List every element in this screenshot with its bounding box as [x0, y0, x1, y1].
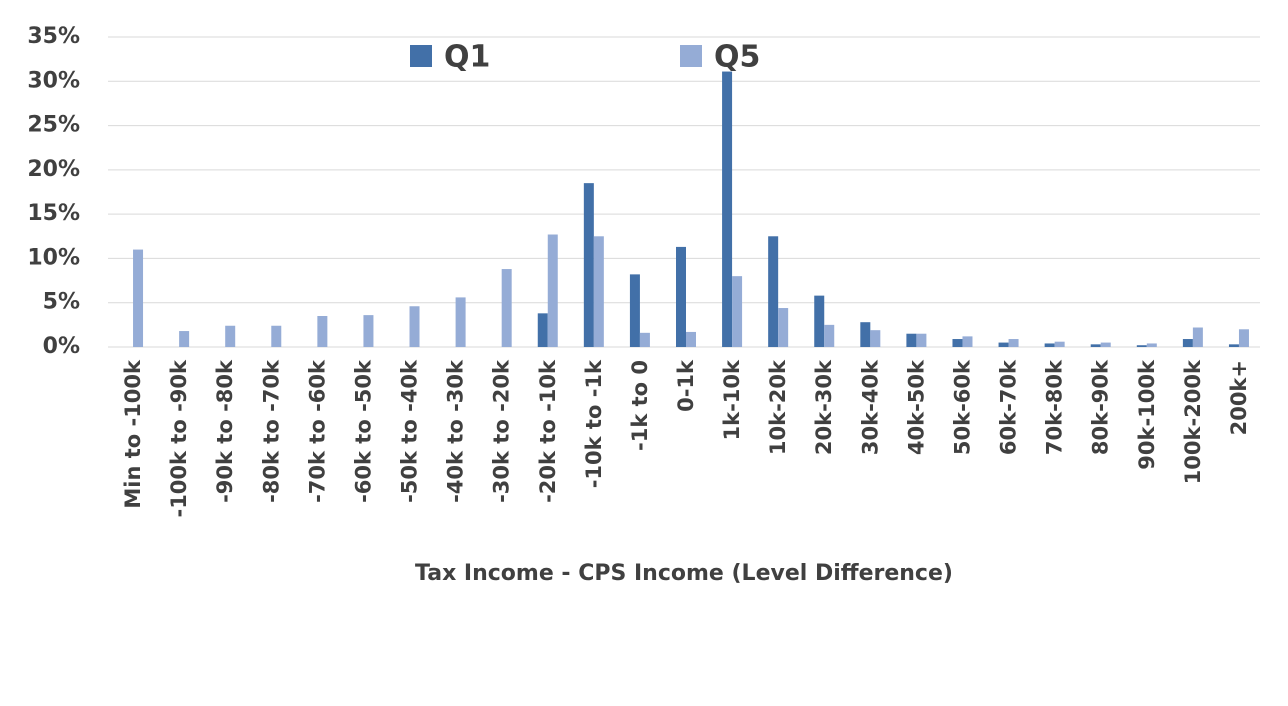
x-tick-label: -80k to -70k: [259, 359, 283, 503]
bar: [583, 183, 594, 347]
bar: [1238, 329, 1249, 347]
x-tick-label: Min to -100k: [121, 359, 145, 509]
y-tick-label: 30%: [27, 68, 80, 93]
bar: [768, 236, 779, 347]
bar: [1090, 344, 1101, 347]
x-tick-label: -50k to -40k: [398, 359, 422, 503]
x-tick-label: -1k to 0: [628, 360, 652, 451]
bar: [814, 295, 825, 347]
bar: [778, 308, 789, 347]
x-tick-label: 80k-90k: [1089, 359, 1113, 455]
legend-label: Q1: [444, 40, 490, 75]
x-tick-label: 10k-20k: [766, 359, 790, 455]
bar: [732, 276, 743, 347]
legend-label: Q5: [714, 40, 760, 75]
x-tick-label: -30k to -20k: [490, 359, 514, 503]
bar: [1228, 344, 1239, 347]
x-tick-label: -40k to -30k: [444, 359, 468, 503]
y-tick-label: 5%: [43, 290, 80, 315]
bar: [824, 324, 835, 347]
bar: [916, 333, 927, 347]
x-axis-title: Tax Income - CPS Income (Level Differenc…: [415, 561, 953, 586]
x-tick-label: 0-1k: [674, 359, 698, 412]
bar: [1044, 343, 1055, 347]
y-tick-label: 25%: [27, 113, 80, 138]
bar: [686, 331, 696, 347]
bar: [317, 316, 328, 347]
legend-swatch: [410, 45, 432, 67]
x-tick-label: 70k-80k: [1043, 359, 1067, 455]
bar: [1136, 345, 1147, 347]
bar: [722, 71, 733, 348]
bar: [1146, 343, 1157, 347]
bar: [455, 297, 466, 347]
x-tick-label: 100k-200k: [1181, 359, 1205, 484]
x-tick-label: 20k-30k: [812, 359, 836, 455]
bar: [1054, 341, 1065, 347]
x-tick-label: 50k-60k: [950, 359, 974, 455]
y-tick-label: 15%: [27, 201, 80, 226]
bar: [962, 336, 973, 347]
bar: [363, 315, 374, 347]
y-tick-label: 20%: [27, 157, 80, 182]
bar: [1100, 342, 1111, 347]
bar: [1182, 339, 1193, 347]
bar: [629, 274, 640, 347]
x-tick-label: 1k-10k: [720, 359, 744, 441]
bar: [870, 330, 881, 347]
x-tick-label: 30k-40k: [858, 359, 882, 455]
bar: [537, 313, 548, 347]
bar: [225, 325, 236, 347]
bar: [133, 249, 144, 347]
x-tick-label: 40k-50k: [904, 359, 928, 455]
x-tick-label: -20k to -10k: [536, 359, 560, 503]
bar: [998, 342, 1009, 347]
bar: [1008, 339, 1019, 347]
bar: [906, 333, 917, 347]
bar: [639, 332, 650, 347]
bar: [409, 306, 420, 347]
x-tick-label: 90k-100k: [1135, 359, 1159, 470]
bar: [593, 236, 604, 347]
bar: [1192, 327, 1203, 347]
x-tick-label: -10k to -1k: [582, 359, 606, 488]
x-tick-label: -100k to -90k: [167, 359, 191, 518]
bar: [860, 322, 871, 347]
x-tick-label: -90k to -80k: [213, 359, 237, 503]
y-tick-label: 10%: [27, 245, 80, 270]
bar: [952, 339, 963, 347]
y-tick-label: 0%: [43, 334, 80, 359]
x-tick-label: 200k+: [1227, 360, 1251, 435]
legend-swatch: [680, 45, 702, 67]
bar: [547, 234, 558, 347]
x-tick-label: -70k to -60k: [305, 359, 329, 503]
bar: [676, 246, 686, 347]
y-tick-label: 35%: [27, 24, 80, 49]
x-tick-label: -60k to -50k: [351, 359, 375, 503]
bar: [501, 269, 512, 347]
bar: [179, 331, 190, 347]
x-tick-label: 60k-70k: [997, 359, 1021, 455]
bar: [271, 325, 282, 347]
